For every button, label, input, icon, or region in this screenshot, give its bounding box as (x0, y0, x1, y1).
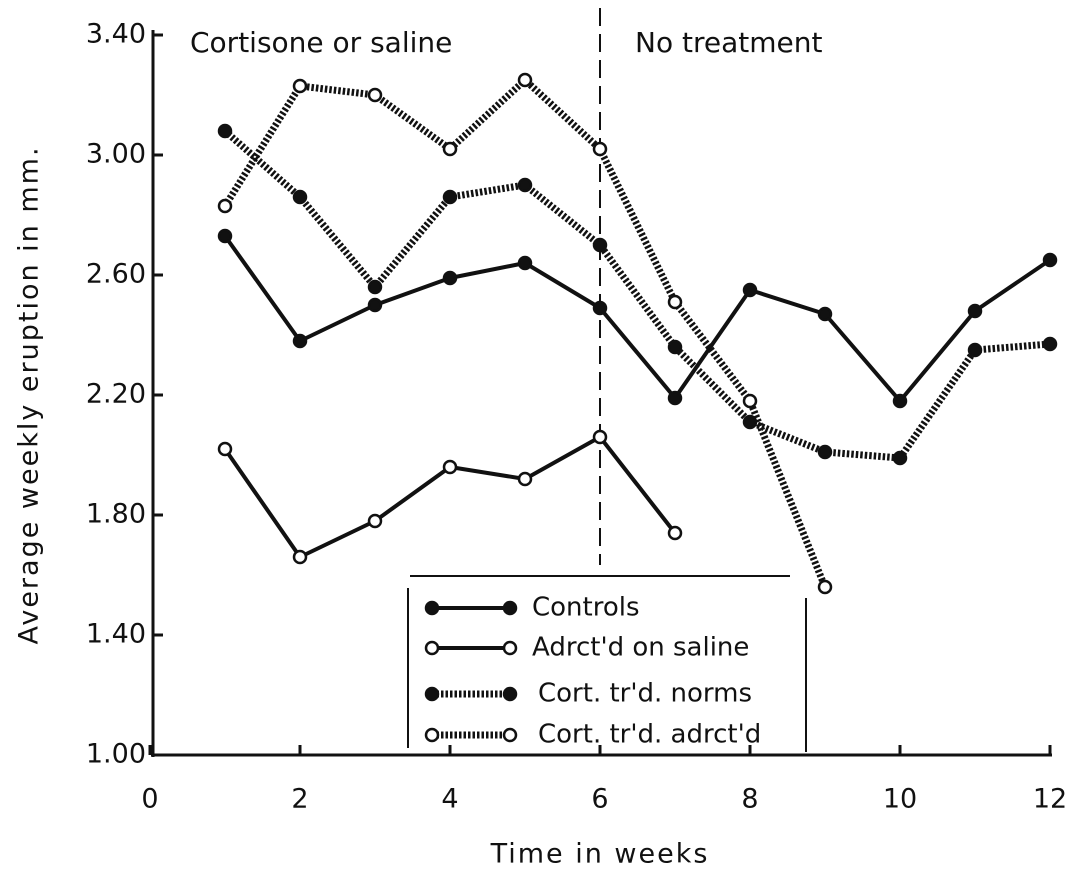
x-tick-label: 2 (291, 784, 308, 815)
point (292, 189, 308, 205)
legend-marker (502, 686, 518, 702)
point (592, 141, 608, 157)
point (217, 441, 233, 457)
point (892, 393, 908, 409)
y-tick-label: 3.40 (86, 19, 146, 50)
legend-marker (502, 640, 518, 656)
x-tick-label: 0 (141, 784, 158, 815)
point (442, 141, 458, 157)
point (1042, 336, 1058, 352)
point (292, 78, 308, 94)
point (367, 87, 383, 103)
point (217, 198, 233, 214)
legend-label: Controls (532, 593, 640, 623)
x-tick-label: 8 (741, 784, 758, 815)
point (442, 459, 458, 475)
legend-label: Cort. tr'd. adrct'd (538, 720, 761, 750)
point (367, 513, 383, 529)
point (217, 228, 233, 244)
x-tick-label: 10 (883, 784, 917, 815)
y-tick-label: 3.00 (86, 139, 146, 170)
point (667, 339, 683, 355)
point (292, 333, 308, 349)
point (892, 450, 908, 466)
point (517, 72, 533, 88)
series-line (223, 435, 677, 559)
point (967, 303, 983, 319)
point (517, 471, 533, 487)
x-tick-label: 6 (591, 784, 608, 815)
point (592, 237, 608, 253)
legend-marker (424, 640, 440, 656)
annotation: No treatment (635, 26, 822, 59)
legend-marker (424, 727, 440, 743)
point (292, 549, 308, 565)
point (442, 270, 458, 286)
point (517, 255, 533, 271)
x-tick-label: 4 (441, 784, 458, 815)
point (592, 429, 608, 445)
point (817, 306, 833, 322)
point (517, 177, 533, 193)
legend-label: Cort. tr'd. norms (538, 679, 752, 709)
legend-marker (502, 727, 518, 743)
point (817, 579, 833, 595)
point (367, 279, 383, 295)
point (817, 444, 833, 460)
y-tick-label: 2.60 (86, 259, 146, 290)
y-tick-label: 1.80 (86, 499, 146, 530)
point (742, 393, 758, 409)
point (1042, 252, 1058, 268)
point (442, 189, 458, 205)
legend-marker (424, 686, 440, 702)
point (367, 297, 383, 313)
series-line (222, 128, 1051, 462)
y-axis-label: Average weekly eruption in mm. (14, 145, 45, 644)
point (667, 390, 683, 406)
legend-marker (502, 600, 518, 616)
point (217, 123, 233, 139)
annotation: Cortisone or saline (190, 26, 452, 59)
point (592, 300, 608, 316)
series-line (223, 234, 1052, 403)
point (742, 282, 758, 298)
point (967, 342, 983, 358)
y-tick-label: 2.20 (86, 379, 146, 410)
point (667, 294, 683, 310)
x-axis-label: Time in weeks (490, 839, 710, 870)
x-tick-label: 12 (1033, 784, 1067, 815)
point (667, 525, 683, 541)
legend-label: Adrct'd on saline (532, 633, 749, 663)
legend-marker (424, 600, 440, 616)
y-tick-label: 1.40 (86, 619, 146, 650)
y-tick-label: 1.00 (86, 739, 146, 770)
